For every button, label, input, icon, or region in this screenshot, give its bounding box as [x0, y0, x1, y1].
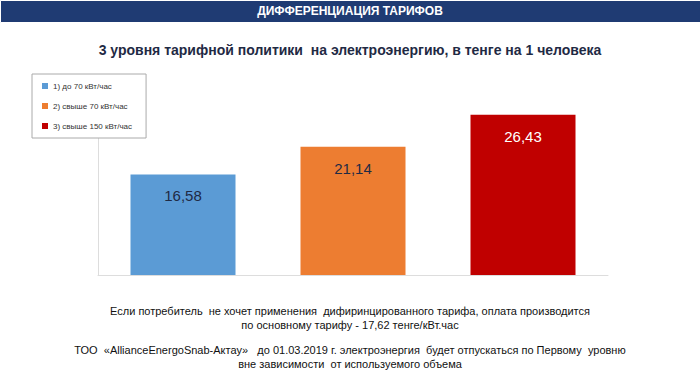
- svg-text:2) свыше 70 кВт/час: 2) свыше 70 кВт/час: [53, 102, 128, 111]
- svg-text:вне зависимости от используем: вне зависимости от используемого объема: [238, 358, 463, 370]
- svg-text:16,58: 16,58: [164, 187, 202, 204]
- svg-text:1) до 70 кВт/час: 1) до 70 кВт/час: [53, 82, 112, 91]
- svg-text:3 уровня тарифной политики на: 3 уровня тарифной политики на электроэне…: [99, 42, 602, 58]
- svg-text:по основному тарифу - 17,62 те: по основному тарифу - 17,62 тенге/кВт.ча…: [241, 319, 459, 331]
- svg-text:3) свыше 150 кВт/час: 3) свыше 150 кВт/час: [53, 122, 132, 131]
- svg-text:26,43: 26,43: [504, 128, 542, 145]
- svg-text:21,14: 21,14: [334, 160, 372, 177]
- svg-text:ТОО «AllianceEnergoSnab-Актау: ТОО «AllianceEnergoSnab-Актау» до 01.03.…: [74, 344, 625, 356]
- svg-text:Если потребитель не хочет при: Если потребитель не хочет применения диф…: [110, 305, 590, 317]
- svg-text:ДИФФЕРЕНЦИАЦИЯ ТАРИФОВ: ДИФФЕРЕНЦИАЦИЯ ТАРИФОВ: [257, 4, 443, 18]
